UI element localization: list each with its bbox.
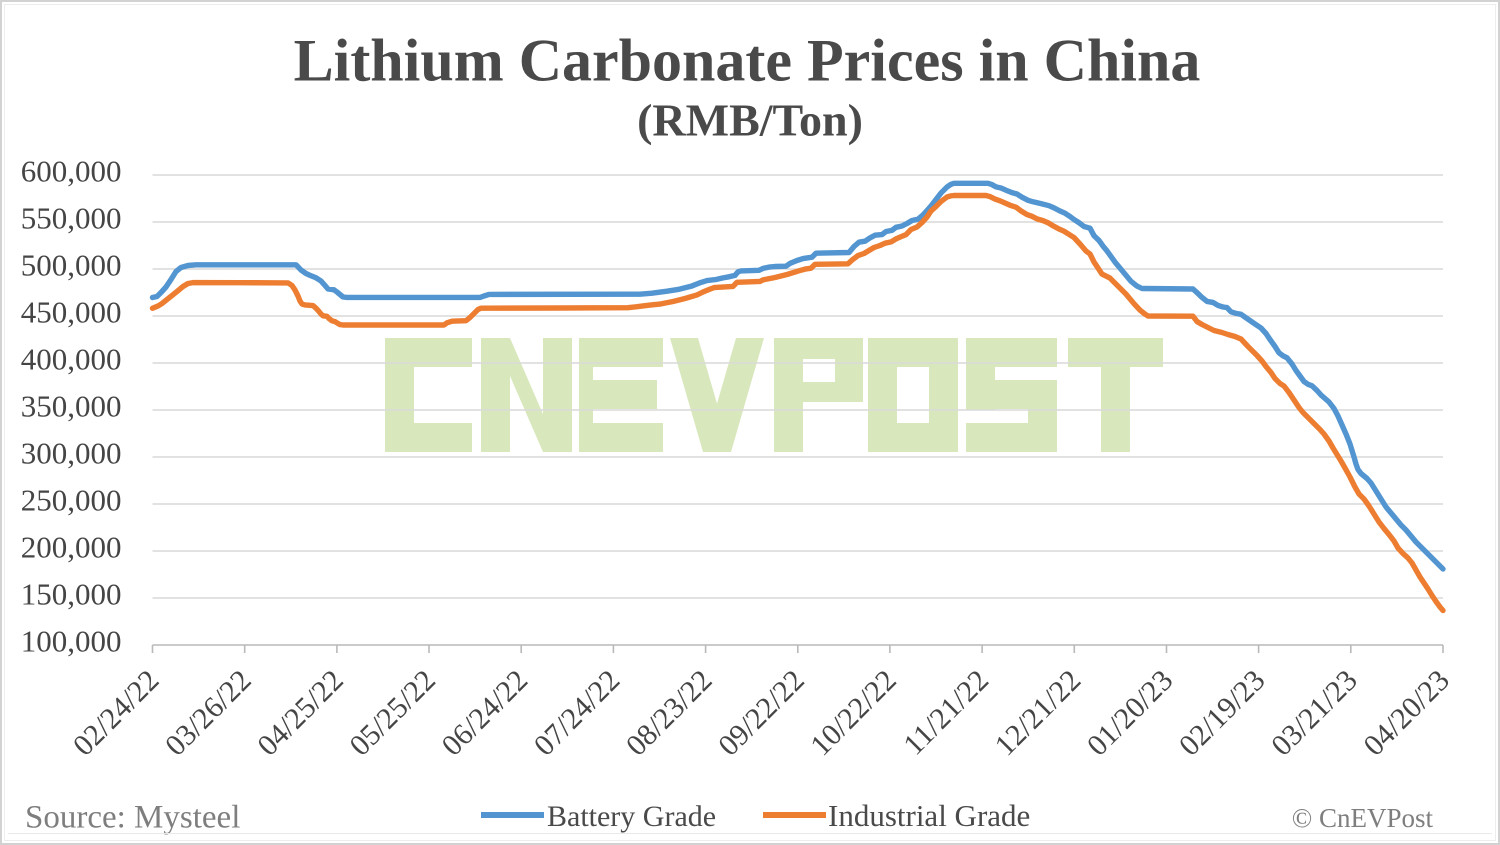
- svg-text:Source: Mysteel: Source: Mysteel: [25, 800, 240, 836]
- svg-text:300,000: 300,000: [21, 436, 122, 471]
- svg-text:© CnEVPost: © CnEVPost: [1292, 803, 1434, 833]
- svg-text:Industrial Grade: Industrial Grade: [828, 798, 1030, 833]
- svg-text:Lithium Carbonate Prices in Ch: Lithium Carbonate Prices in China: [294, 28, 1201, 94]
- svg-text:450,000: 450,000: [21, 295, 122, 330]
- svg-text:600,000: 600,000: [21, 154, 122, 189]
- svg-text:400,000: 400,000: [21, 342, 122, 377]
- svg-text:350,000: 350,000: [21, 389, 122, 424]
- svg-text:550,000: 550,000: [21, 201, 122, 236]
- svg-text:150,000: 150,000: [21, 577, 122, 612]
- svg-text:500,000: 500,000: [21, 248, 122, 283]
- svg-text:100,000: 100,000: [21, 624, 122, 659]
- svg-text:(RMB/Ton): (RMB/Ton): [637, 95, 863, 146]
- svg-text:Battery Grade: Battery Grade: [547, 800, 716, 833]
- svg-text:250,000: 250,000: [21, 483, 122, 518]
- svg-text:200,000: 200,000: [21, 530, 122, 565]
